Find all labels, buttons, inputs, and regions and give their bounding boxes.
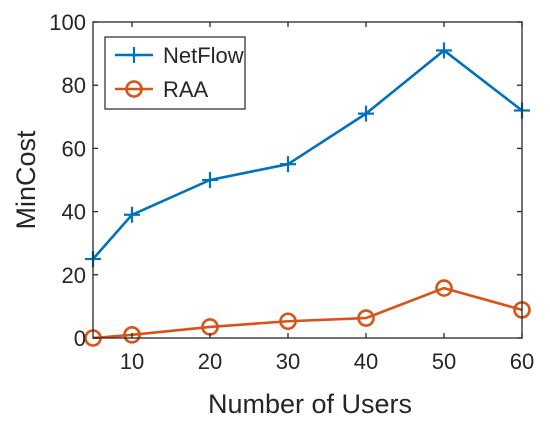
x-tick-label: 50 xyxy=(432,349,456,374)
data-point-netflow xyxy=(358,105,374,122)
legend: NetFlow RAA xyxy=(104,36,246,110)
data-point-netflow xyxy=(124,206,140,223)
y-tick-label: 100 xyxy=(49,10,86,35)
y-tick-label: 40 xyxy=(62,200,86,225)
data-point-raa xyxy=(357,309,375,327)
series-line-raa xyxy=(92,286,523,340)
y-tick-label: 60 xyxy=(62,136,86,161)
y-tick-label: 20 xyxy=(62,263,86,288)
data-point-raa xyxy=(279,312,297,331)
x-tick-label: 30 xyxy=(276,349,300,374)
data-point-raa xyxy=(435,279,453,297)
y-axis-title: MinCost xyxy=(11,130,41,230)
legend-box xyxy=(104,36,246,110)
legend-marker-raa xyxy=(125,80,143,98)
data-point-raa xyxy=(123,326,141,344)
x-tick-label: 40 xyxy=(354,349,378,374)
y-tick-label: 80 xyxy=(62,73,86,98)
legend-label-netflow: NetFlow xyxy=(163,43,244,68)
data-point-netflow xyxy=(202,172,218,188)
legend-marker-netflow xyxy=(126,47,142,63)
plot-area xyxy=(84,42,531,347)
x-axis-title: Number of Users xyxy=(208,389,412,419)
data-point-netflow xyxy=(436,42,452,59)
x-tick-label: 60 xyxy=(510,349,534,374)
y-tick-label: 0 xyxy=(74,326,86,351)
x-tick-label: 20 xyxy=(198,349,222,374)
legend-label-raa: RAA xyxy=(163,77,209,102)
x-tick-label: 10 xyxy=(120,349,144,374)
axes: 0 20 40 60 80 100 10 20 30 40 50 60 xyxy=(49,10,534,374)
plot-box xyxy=(92,21,523,339)
data-point-netflow xyxy=(280,156,296,173)
